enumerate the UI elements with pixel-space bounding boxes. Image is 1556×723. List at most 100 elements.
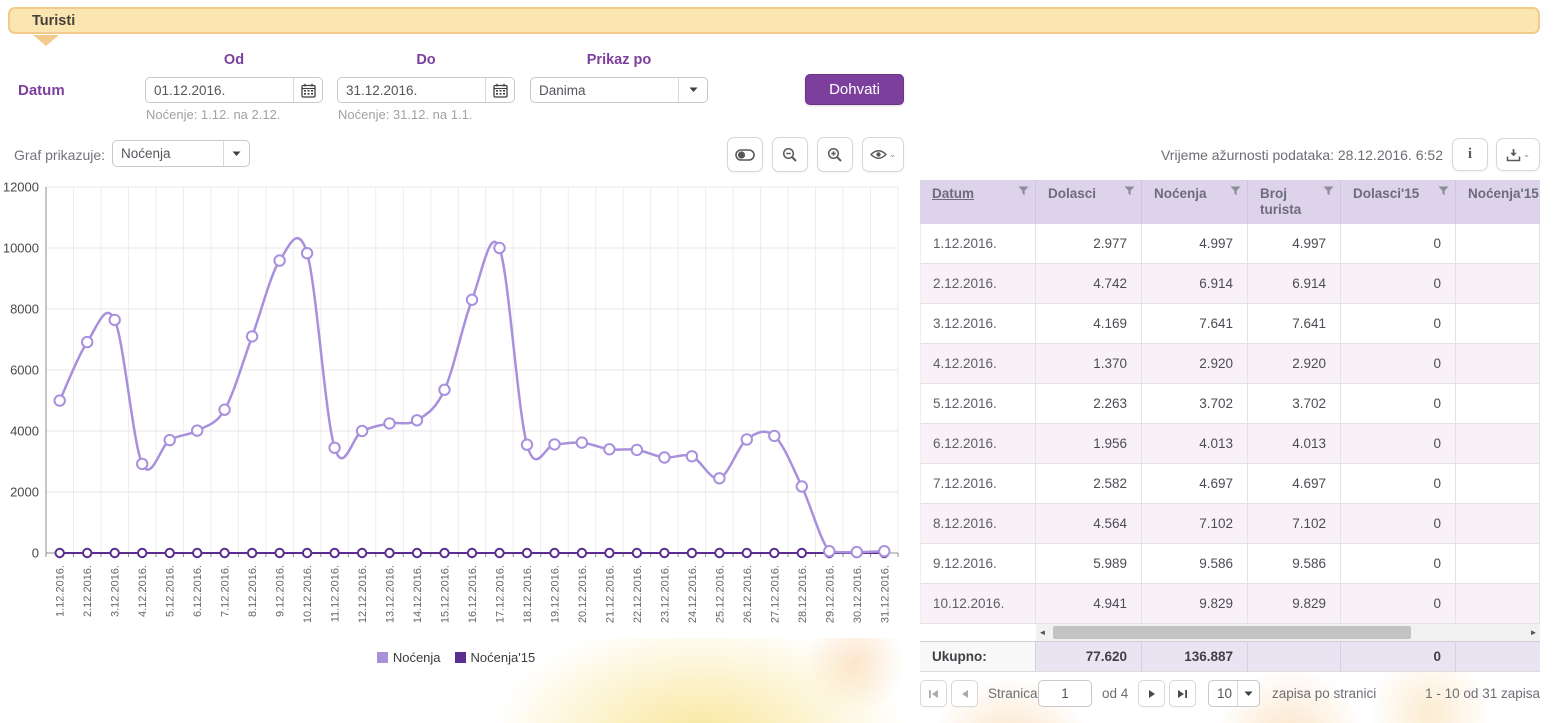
svg-text:12.12.2016.: 12.12.2016. <box>357 565 369 623</box>
table-cell: 10.12.2016. <box>920 584 1036 624</box>
column-header-dolasci[interactable]: Dolasci <box>1036 180 1142 224</box>
calendar-icon[interactable] <box>485 78 514 102</box>
column-header-label[interactable]: Noćenja'15 <box>1468 186 1539 202</box>
table-cell: 9.829 <box>1248 584 1341 624</box>
date-to-field[interactable]: 31.12.2016. <box>337 77 515 103</box>
page-size-select[interactable]: 10 <box>1208 680 1260 707</box>
table-cell <box>1456 584 1540 624</box>
graf-prikazuje-select[interactable]: Noćenja <box>112 140 250 167</box>
zoom-in-button[interactable] <box>817 137 853 172</box>
column-header-label[interactable]: Noćenja <box>1154 186 1207 202</box>
page-number-input[interactable] <box>1038 680 1092 707</box>
table-row[interactable]: 1.12.2016.2.9774.9974.9970 <box>920 224 1540 264</box>
date-to-value[interactable]: 31.12.2016. <box>338 83 485 98</box>
chevron-down-icon: ⌄ <box>1523 150 1531 159</box>
column-header-no-enja-15[interactable]: Noćenja'15 <box>1456 180 1540 224</box>
nocenja-line-chart[interactable]: 0200040006000800010000120001.12.2016.2.1… <box>0 182 912 652</box>
legend-swatch <box>455 652 466 663</box>
table-cell: 7.102 <box>1248 504 1341 544</box>
scroll-left-arrow[interactable]: ◄ <box>1036 624 1049 641</box>
last-page-button[interactable] <box>1169 680 1196 707</box>
download-menu-button[interactable]: ⌄ <box>1496 138 1540 171</box>
calendar-icon[interactable] <box>293 78 322 102</box>
table-cell: 9.12.2016. <box>920 544 1036 584</box>
scrollbar-thumb[interactable] <box>1053 626 1411 639</box>
filter-icon[interactable] <box>1323 186 1334 196</box>
table-body: 1.12.2016.2.9774.9974.99702.12.2016.4.74… <box>920 224 1540 624</box>
column-header-label[interactable]: Broj turista <box>1260 186 1323 217</box>
column-header-no-enja[interactable]: Noćenja <box>1142 180 1248 224</box>
svg-text:30.12.2016.: 30.12.2016. <box>852 565 864 623</box>
table-row[interactable]: 7.12.2016.2.5824.6974.6970 <box>920 464 1540 504</box>
svg-text:16.12.2016.: 16.12.2016. <box>467 565 479 623</box>
table-row[interactable]: 5.12.2016.2.2633.7023.7020 <box>920 384 1540 424</box>
tab-turisti[interactable]: Turisti <box>32 13 75 29</box>
scroll-right-arrow[interactable]: ► <box>1527 624 1540 641</box>
table-row[interactable]: 10.12.2016.4.9419.8299.8290 <box>920 584 1540 624</box>
column-header-label[interactable]: Datum <box>932 186 974 202</box>
filter-icon[interactable] <box>1018 186 1029 196</box>
table-cell: 0 <box>1341 224 1456 264</box>
info-button[interactable]: i <box>1452 138 1488 171</box>
table-cell: 4.941 <box>1036 584 1142 624</box>
table-row[interactable]: 6.12.2016.1.9564.0134.0130 <box>920 424 1540 464</box>
table-cell: 4.013 <box>1248 424 1341 464</box>
chevron-down-icon[interactable] <box>678 78 707 102</box>
legend-item[interactable]: Noćenja'15 <box>455 650 536 665</box>
legend-item[interactable]: Noćenja <box>377 650 441 665</box>
zoom-in-icon <box>827 147 843 163</box>
column-header-label[interactable]: Dolasci'15 <box>1353 186 1419 202</box>
visibility-menu-button[interactable]: ⌄ <box>862 137 904 172</box>
page-size-value: 10 <box>1209 686 1237 701</box>
scrollbar-track[interactable] <box>1049 626 1527 639</box>
app-window: Turisti Od Do Prikaz po Datum 01.12.2016… <box>0 0 1556 723</box>
table-cell <box>1456 544 1540 584</box>
column-header-label[interactable]: Dolasci <box>1048 186 1096 202</box>
date-from-field[interactable]: 01.12.2016. <box>145 77 323 103</box>
column-header-datum[interactable]: Datum <box>920 180 1036 224</box>
table-cell: 4.013 <box>1142 424 1248 464</box>
table-cell: 6.914 <box>1248 264 1341 304</box>
table-cell: 3.702 <box>1248 384 1341 424</box>
table-row[interactable]: 4.12.2016.1.3702.9202.9200 <box>920 344 1540 384</box>
table-cell: 9.829 <box>1142 584 1248 624</box>
svg-text:7.12.2016.: 7.12.2016. <box>220 565 232 617</box>
dohvati-button[interactable]: Dohvati <box>805 74 904 105</box>
table-horizontal-scrollbar[interactable]: ◄ ► <box>1036 624 1540 641</box>
prikaz-po-select[interactable]: Danima <box>530 77 708 103</box>
filter-icon[interactable] <box>1124 186 1135 196</box>
eye-icon <box>870 149 887 160</box>
prikaz-po-column-label: Prikaz po <box>530 52 708 68</box>
table-cell: 3.702 <box>1142 384 1248 424</box>
chevron-down-icon[interactable] <box>223 141 249 166</box>
table-row[interactable]: 2.12.2016.4.7426.9146.9140 <box>920 264 1540 304</box>
table-cell: 2.920 <box>1142 344 1248 384</box>
od-column-label: Od <box>145 52 323 68</box>
date-from-note: Noćenje: 1.12. na 2.12. <box>146 107 280 122</box>
datum-row-label: Datum <box>18 82 65 99</box>
table-cell: 1.956 <box>1036 424 1142 464</box>
svg-text:5.12.2016.: 5.12.2016. <box>165 565 177 617</box>
table-row[interactable]: 9.12.2016.5.9899.5869.5860 <box>920 544 1540 584</box>
previous-page-button[interactable] <box>951 680 978 707</box>
zoom-out-button[interactable] <box>772 137 808 172</box>
chevron-down-icon: ⌄ <box>889 150 897 159</box>
table-cell: 0 <box>1341 344 1456 384</box>
date-from-value[interactable]: 01.12.2016. <box>146 83 293 98</box>
chevron-down-icon[interactable] <box>1237 681 1259 706</box>
table-cell: 9.586 <box>1142 544 1248 584</box>
svg-text:13.12.2016.: 13.12.2016. <box>385 565 397 623</box>
filter-icon[interactable] <box>1438 186 1449 196</box>
table-cell: 0 <box>1341 544 1456 584</box>
table-cell: 2.920 <box>1248 344 1341 384</box>
table-row[interactable]: 8.12.2016.4.5647.1027.1020 <box>920 504 1540 544</box>
table-row[interactable]: 3.12.2016.4.1697.6417.6410 <box>920 304 1540 344</box>
first-page-button[interactable] <box>920 680 947 707</box>
table-cell: 0 <box>1341 464 1456 504</box>
column-header-broj-turista[interactable]: Broj turista <box>1248 180 1341 224</box>
svg-text:26.12.2016.: 26.12.2016. <box>742 565 754 623</box>
filter-icon[interactable] <box>1230 186 1241 196</box>
toggle-series-button[interactable] <box>727 137 763 172</box>
next-page-button[interactable] <box>1138 680 1165 707</box>
column-header-dolasci-15[interactable]: Dolasci'15 <box>1341 180 1456 224</box>
